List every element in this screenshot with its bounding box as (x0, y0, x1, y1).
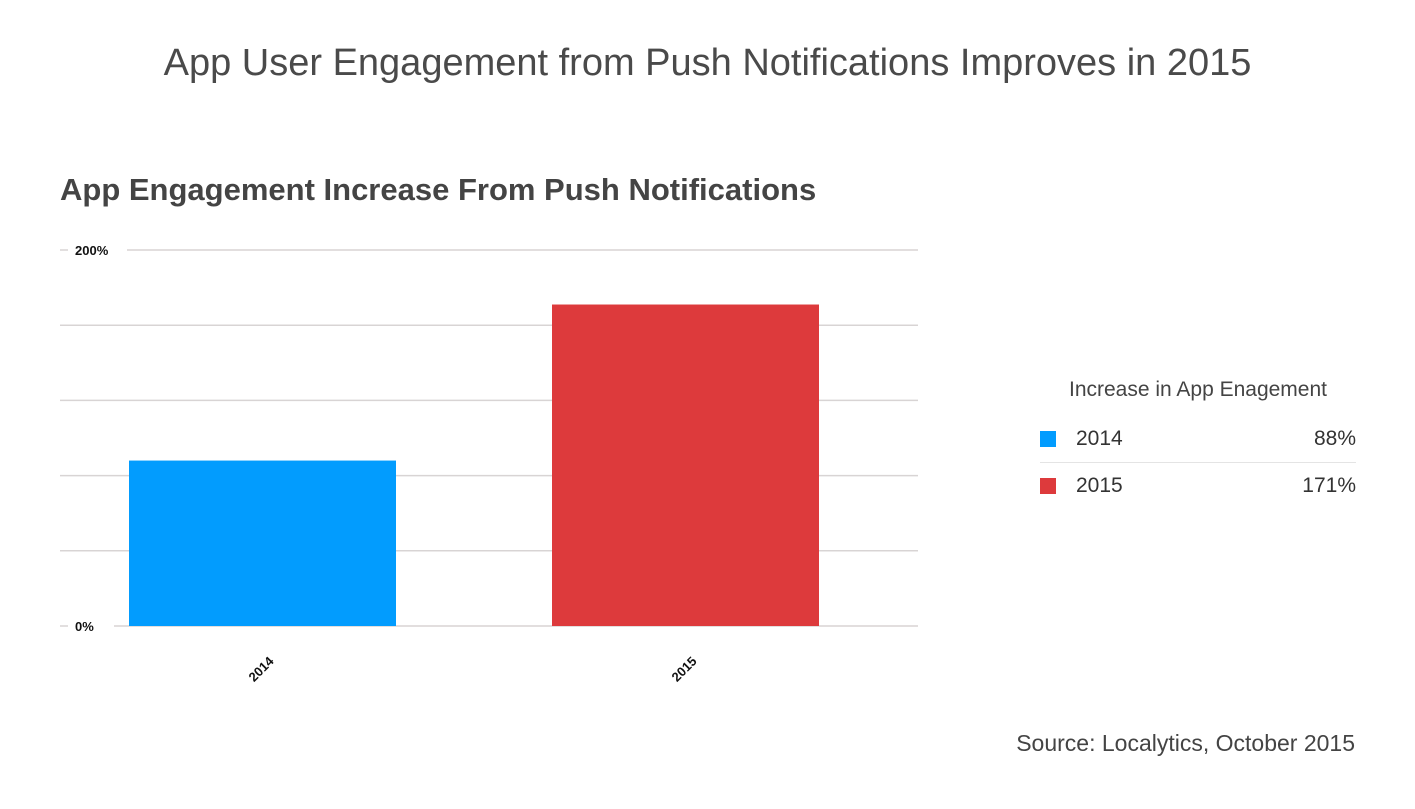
x-tick-label: 2015 (669, 654, 700, 685)
y-tick-label: 200% (75, 243, 109, 258)
legend-label: 2015 (1076, 474, 1123, 497)
legend-swatch-2014 (1040, 431, 1056, 447)
legend-value: 88% (1313, 427, 1356, 450)
legend-swatch-2015 (1040, 478, 1056, 494)
legend-title: Increase in App Enagement (1068, 378, 1327, 401)
bar-2015 (552, 304, 819, 626)
legend-value: 171% (1302, 474, 1356, 497)
source-note: Source: Localytics, October 2015 (1016, 730, 1355, 756)
legend-label: 2014 (1076, 427, 1123, 450)
legend-row-2014: 2014 88% (1040, 416, 1356, 462)
x-tick-label: 2014 (246, 653, 278, 685)
chart-title: App Engagement Increase From Push Notifi… (60, 172, 817, 207)
bar-2014 (129, 460, 396, 626)
legend: Increase in App Enagement 2014 88% 2015 … (1040, 378, 1356, 509)
legend-row-2015: 2015 171% (1040, 462, 1356, 509)
y-tick-label: 0% (75, 619, 94, 634)
page-title: App User Engagement from Push Notificati… (163, 42, 1252, 84)
